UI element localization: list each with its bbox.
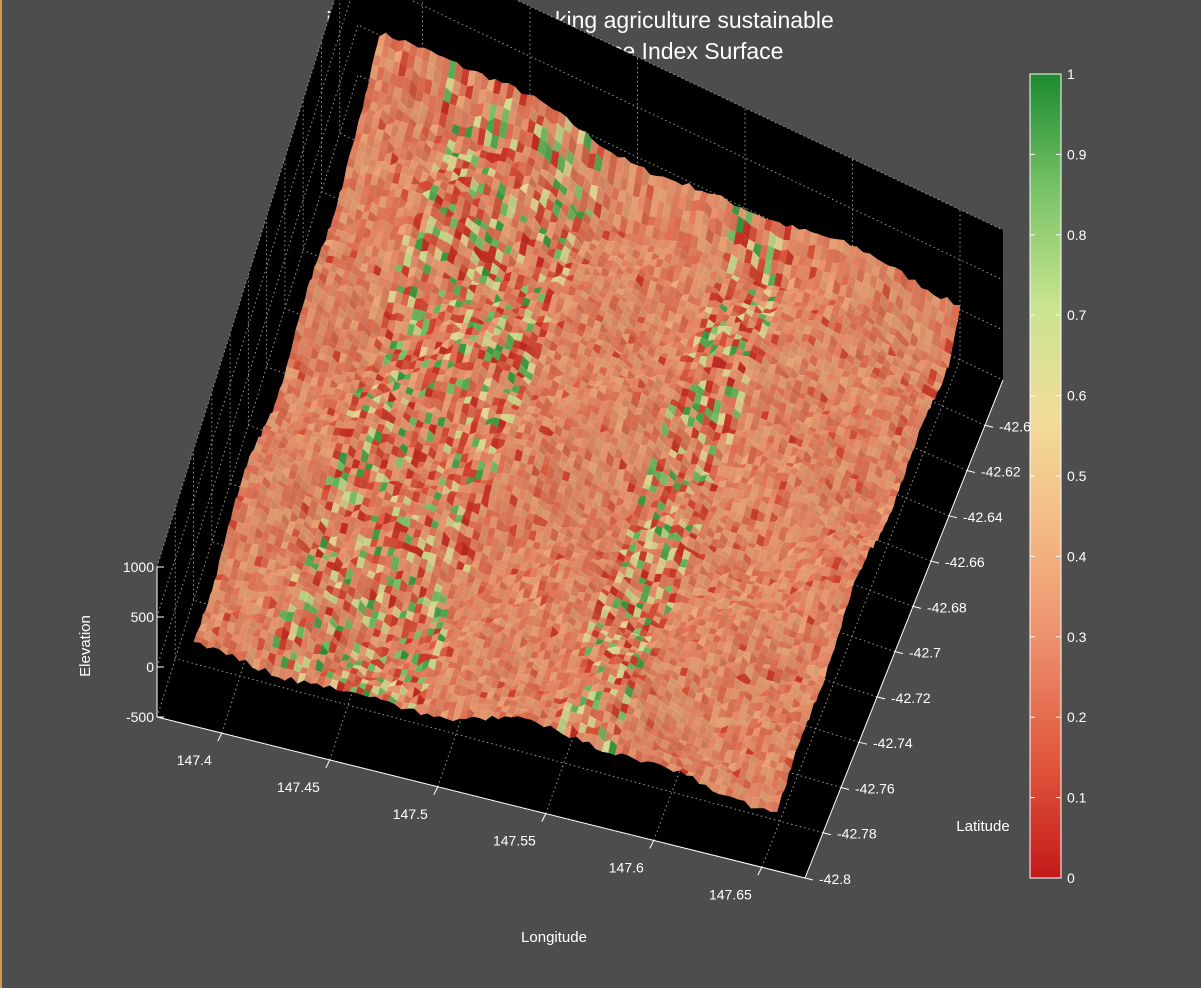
left-wall	[157, 0, 358, 717]
surface-mesh	[193, 32, 961, 813]
window-edge	[0, 0, 2, 988]
